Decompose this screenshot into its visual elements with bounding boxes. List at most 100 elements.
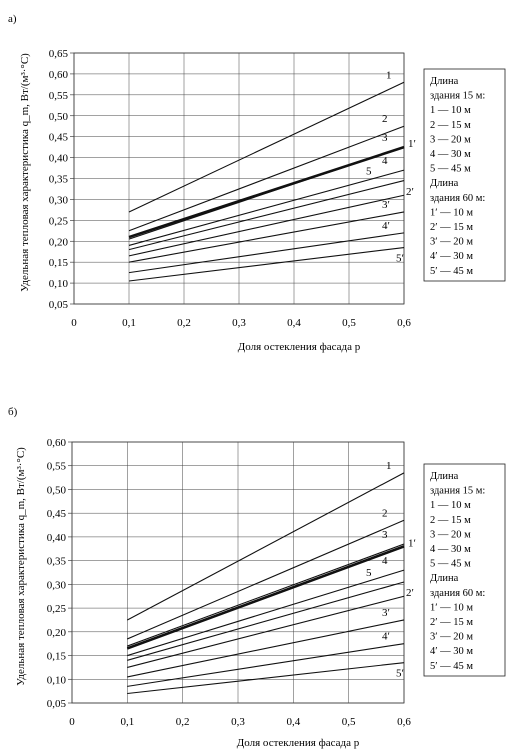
y-axis-label: Удельная тепловая характеристика q_m, Вт… <box>15 447 27 686</box>
y-tick-label: 0,55 <box>47 461 67 473</box>
series-line-4 <box>128 169 405 246</box>
chart-panel-1: а)0,050,100,150,200,250,300,350,400,450,… <box>8 13 506 353</box>
legend-entry: 4′ — 30 м <box>430 251 473 262</box>
series-label-1-prime: 1′ <box>408 138 416 150</box>
legend-box <box>423 68 506 282</box>
series-label-2: 2 <box>382 507 388 519</box>
series-line-1-prime <box>126 545 405 650</box>
y-tick-label: 0,50 <box>49 111 69 123</box>
legend-entry: 1 — 10 м <box>430 500 471 511</box>
series-label-4-prime: 4′ <box>382 631 390 643</box>
y-tick-label: 0,35 <box>49 174 69 186</box>
series-line-5-prime <box>127 662 405 695</box>
legend-entry: 5 — 45 м <box>430 164 471 175</box>
legend-entry: 1′ — 10 м <box>430 207 473 218</box>
y-tick-label: 0,15 <box>47 651 67 663</box>
chart-panel-2: б)0,050,100,150,200,250,300,350,400,450,… <box>8 406 506 749</box>
series-line-2-prime <box>128 194 405 257</box>
legend-entry: 5 — 45 м <box>430 559 471 570</box>
legend-entry: Длина <box>430 471 459 482</box>
series-line-5 <box>128 180 405 251</box>
legend-entry: 3′ — 20 м <box>430 632 473 643</box>
legend-entry: 1′ — 10 м <box>430 602 473 613</box>
x-tick-label: 0,4 <box>287 317 301 329</box>
series-label-5: 5 <box>366 166 372 178</box>
series-label-4: 4 <box>382 155 388 167</box>
x-tick-label: 0,6 <box>397 317 411 329</box>
series-line-1 <box>127 472 405 621</box>
series-line-4-prime <box>128 232 405 274</box>
series-label-4-prime: 4′ <box>382 220 390 232</box>
y-tick-label: 0,05 <box>47 698 67 710</box>
series-label-2-prime: 2′ <box>406 186 414 198</box>
series-line-5 <box>127 581 405 661</box>
series-line-1-prime <box>128 145 405 239</box>
series-line-2 <box>128 125 405 232</box>
x-tick-label: 0,1 <box>122 317 136 329</box>
y-tick-label: 0,60 <box>47 437 67 449</box>
legend-entry: здания 15 м: <box>430 486 485 497</box>
legend-entry: 1 — 10 м <box>430 105 471 116</box>
series-line-5-prime <box>128 246 405 282</box>
y-tick-label: 0,30 <box>49 194 69 206</box>
legend-entry: 5′ — 45 м <box>430 661 473 672</box>
y-tick-label: 0,10 <box>47 674 67 686</box>
series-label-5-prime: 5′ <box>396 253 404 265</box>
series-label-2: 2 <box>382 113 388 125</box>
legend-entry: Длина <box>430 178 459 189</box>
y-tick-label: 0,25 <box>49 215 69 227</box>
legend-box <box>423 463 506 677</box>
legend-entry: 5′ — 45 м <box>430 266 473 277</box>
panel-label: а) <box>8 13 17 25</box>
y-tick-label: 0,25 <box>47 603 67 615</box>
y-tick-label: 0,55 <box>49 90 69 102</box>
x-tick-label: 0,1 <box>120 716 134 728</box>
y-tick-label: 0,65 <box>49 48 69 60</box>
legend-entry: 3 — 20 м <box>430 529 471 540</box>
y-tick-label: 0,45 <box>47 508 67 520</box>
y-tick-label: 0,15 <box>49 257 69 269</box>
series-label-1-prime: 1′ <box>408 537 416 549</box>
series-line-3 <box>127 543 405 647</box>
series-line-4-prime <box>127 643 405 687</box>
legend-entry: 2 — 15 м <box>430 515 471 526</box>
legend-entry: Длина <box>430 573 459 584</box>
legend-entry: 4 — 30 м <box>430 149 471 160</box>
series-label-5: 5 <box>366 567 372 579</box>
x-tick-label: 0,4 <box>286 716 300 728</box>
series-label-3-prime: 3′ <box>382 607 390 619</box>
legend-entry: 3′ — 20 м <box>430 237 473 248</box>
y-tick-label: 0,45 <box>49 132 69 144</box>
legend-entry: здания 60 м: <box>430 588 485 599</box>
series-label-1: 1 <box>386 69 392 81</box>
y-tick-label: 0,35 <box>47 556 67 568</box>
y-tick-label: 0,20 <box>49 236 69 248</box>
x-axis-label: Доля остекления фасада p <box>237 737 360 749</box>
legend-entry: здания 60 м: <box>430 193 485 204</box>
panel-label: б) <box>8 406 18 418</box>
x-axis-label: Доля остекления фасада p <box>238 341 361 353</box>
x-tick-label: 0,3 <box>231 716 245 728</box>
legend-entry: Длина <box>430 76 459 87</box>
legend-entry: 4 — 30 м <box>430 544 471 555</box>
y-tick-label: 0,40 <box>47 532 67 544</box>
y-tick-label: 0,30 <box>47 579 67 591</box>
series-line-4 <box>127 569 405 657</box>
y-tick-label: 0,20 <box>47 627 67 639</box>
x-tick-label: 0,3 <box>232 317 246 329</box>
series-label-3: 3 <box>382 529 388 541</box>
x-tick-label: 0,2 <box>177 317 191 329</box>
y-tick-label: 0,60 <box>49 69 69 81</box>
series-line-3-prime <box>127 619 405 678</box>
x-tick-label: 0,6 <box>397 716 411 728</box>
legend-entry: 3 — 20 м <box>430 134 471 145</box>
legend-entry: здания 15 м: <box>430 91 485 102</box>
legend-entry: 2 — 15 м <box>430 120 471 131</box>
x-tick-label: 0,5 <box>342 317 356 329</box>
series-label-3: 3 <box>382 132 388 144</box>
y-tick-label: 0,40 <box>49 153 69 165</box>
series-label-4: 4 <box>382 555 388 567</box>
x-tick-label: 0,2 <box>176 716 190 728</box>
legend-entry: 4′ — 30 м <box>430 646 473 657</box>
